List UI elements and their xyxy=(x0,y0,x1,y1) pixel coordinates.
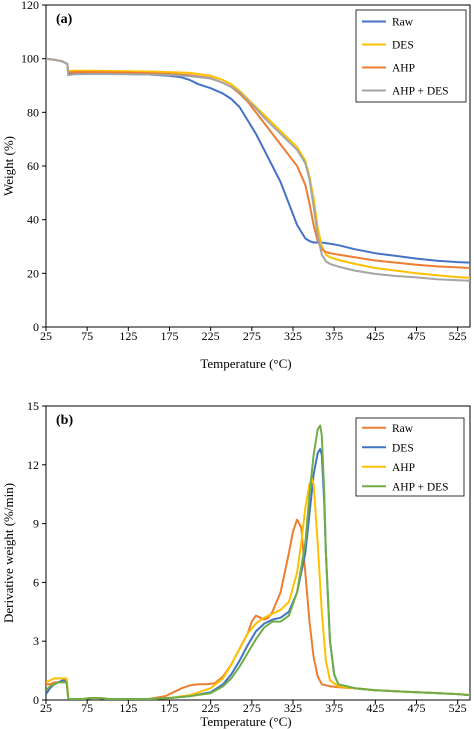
chart0-series-des xyxy=(46,57,470,279)
chart0-panel-label: (a) xyxy=(56,12,73,27)
chart1-legend: Raw DES AHP AHP + DES xyxy=(355,417,465,497)
chart0-panel: 25 75 125 175 225 275 325 375 425 475 525 0 20 40 60 80… xyxy=(1,0,471,371)
chart0-y-tick-label: 40 xyxy=(27,213,39,227)
chart0-y-tick-label: 100 xyxy=(21,52,39,66)
chart1-y-axis-title: Derivative weight (%/min) xyxy=(1,483,16,623)
chart0-series-ahp-des xyxy=(46,57,470,282)
chart0-x-tick-label: 425 xyxy=(366,329,384,343)
chart1-x-tick-label: 125 xyxy=(119,701,137,715)
chart1-panel: 25 75 125 175 225 275 325 375 425 475 525 0 3 6 9 12 15 T… xyxy=(1,399,471,729)
chart1-x-tick-label: 75 xyxy=(81,701,93,715)
chart0-y-tick-label: 80 xyxy=(27,105,39,119)
chart1-x-tick-label: 275 xyxy=(243,701,261,715)
chart1-x-tick-label: 175 xyxy=(160,701,178,715)
chart1-x-tick-label: 525 xyxy=(449,701,467,715)
chart1-y-tick-label: 9 xyxy=(33,517,39,531)
chart1-y-tick-label: 3 xyxy=(33,634,39,648)
chart0-legend-label: Raw xyxy=(392,17,414,29)
chart0-x-tick-label: 475 xyxy=(407,329,425,343)
chart1-x-tick-label: 25 xyxy=(40,701,52,715)
chart0-x-tick-label: 25 xyxy=(40,329,52,343)
chart1-y-tick-label: 6 xyxy=(33,575,39,589)
chart1-panel-label: (b) xyxy=(56,413,73,428)
chart0-y-tick-label: 0 xyxy=(33,320,39,334)
chart0-x-tick-label: 225 xyxy=(202,329,220,343)
chart0-y-axis-title: Weight (%) xyxy=(1,136,16,196)
chart0-legend-label: AHP + DES xyxy=(392,86,449,98)
chart1-x-tick-label: 375 xyxy=(325,701,343,715)
chart0-x-tick-label: 75 xyxy=(81,329,93,343)
chart0-y-tick-label: 60 xyxy=(27,159,39,173)
chart1-y-tick-label: 12 xyxy=(27,458,39,472)
chart1-x-tick-label: 225 xyxy=(202,701,220,715)
chart1-x-tick-label: 475 xyxy=(407,701,425,715)
chart1-y-tick-label: 15 xyxy=(27,399,39,413)
chart0-legend: Raw DES AHP AHP + DES xyxy=(355,9,467,103)
chart0-y-tick-label: 120 xyxy=(21,0,39,12)
chart1-y-tick-label: 0 xyxy=(33,693,39,707)
chart1-legend-label: AHP xyxy=(392,462,415,474)
chart1-x-tick-label: 425 xyxy=(366,701,384,715)
chart0-x-axis-title: Temperature (°C) xyxy=(200,356,291,371)
chart1-legend-box xyxy=(355,417,465,497)
chart0-y-tick-label: 20 xyxy=(27,266,39,280)
chart1-series-ahp-des xyxy=(46,424,470,700)
chart0-x-tick-label: 325 xyxy=(284,329,302,343)
chart1-legend-label: AHP + DES xyxy=(392,481,449,493)
chart0-x-tick-label: 125 xyxy=(119,329,137,343)
chart0-legend-label: DES xyxy=(392,40,414,52)
chart0-x-tick-label: 175 xyxy=(160,329,178,343)
chart0-x-tick-label: 375 xyxy=(325,329,343,343)
chart1-legend-label: DES xyxy=(392,442,414,454)
chart0-series-ahp xyxy=(46,57,470,269)
chart0-x-tick-label: 275 xyxy=(243,329,261,343)
chart0-legend-label: AHP xyxy=(392,63,415,75)
chart1-x-tick-label: 325 xyxy=(284,701,302,715)
chart1-legend-label: Raw xyxy=(392,423,414,435)
chart0-x-tick-label: 525 xyxy=(449,329,467,343)
chart0-legend-box xyxy=(355,9,467,103)
chart1-x-axis-title: Temperature (°C) xyxy=(200,714,291,729)
